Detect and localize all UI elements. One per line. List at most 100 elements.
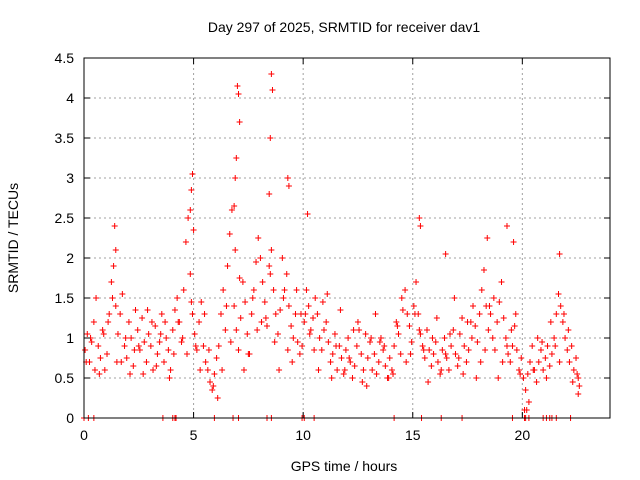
data-point xyxy=(101,367,108,373)
data-point xyxy=(480,267,487,273)
data-point xyxy=(253,259,260,265)
data-point xyxy=(254,327,261,333)
data-point xyxy=(82,347,89,353)
data-point xyxy=(517,371,524,377)
data-point xyxy=(516,367,523,373)
grid-lines xyxy=(84,58,610,418)
data-point xyxy=(325,339,332,345)
data-point xyxy=(350,327,357,333)
data-point xyxy=(394,323,401,329)
data-point xyxy=(167,367,174,373)
data-point xyxy=(559,319,566,325)
data-point xyxy=(533,379,540,385)
data-point xyxy=(434,359,441,365)
data-point xyxy=(368,335,375,341)
data-point xyxy=(227,339,234,345)
data-point xyxy=(503,343,510,349)
data-point xyxy=(569,379,576,385)
data-point xyxy=(371,351,378,357)
data-point xyxy=(512,311,519,317)
data-point xyxy=(474,339,481,345)
data-point xyxy=(156,339,163,345)
data-point xyxy=(231,303,238,309)
data-point xyxy=(537,347,544,353)
data-point xyxy=(111,223,118,229)
data-point xyxy=(123,355,130,361)
data-point xyxy=(342,347,349,353)
data-point xyxy=(271,339,278,345)
data-point xyxy=(193,347,200,353)
data-point xyxy=(266,191,273,197)
data-point xyxy=(437,371,444,377)
data-point xyxy=(213,355,220,361)
data-point xyxy=(148,319,155,325)
data-point xyxy=(347,359,354,365)
data-point xyxy=(281,287,288,293)
data-point xyxy=(200,343,207,349)
x-axis-label: GPS time / hours xyxy=(291,458,398,474)
data-point xyxy=(191,331,198,337)
data-point xyxy=(477,359,484,365)
data-point xyxy=(442,251,449,257)
data-point xyxy=(119,291,126,297)
data-point xyxy=(417,331,424,337)
data-point xyxy=(327,359,334,365)
data-point xyxy=(362,331,369,337)
data-point xyxy=(178,339,185,345)
data-point xyxy=(555,291,562,297)
data-point xyxy=(420,347,427,353)
data-point xyxy=(233,155,240,161)
data-point xyxy=(402,287,409,293)
data-point xyxy=(459,315,466,321)
data-point xyxy=(416,327,423,333)
data-point xyxy=(508,327,515,333)
data-point xyxy=(576,383,583,389)
data-point xyxy=(112,303,119,309)
data-point xyxy=(250,287,257,293)
data-point xyxy=(147,343,154,349)
data-point xyxy=(406,323,413,329)
data-point xyxy=(90,319,97,325)
data-point xyxy=(439,347,446,353)
data-point xyxy=(397,351,404,357)
data-point xyxy=(163,335,170,341)
data-point xyxy=(108,279,115,285)
data-point xyxy=(224,263,231,269)
data-point xyxy=(165,347,172,353)
data-point xyxy=(257,255,264,261)
data-point xyxy=(150,367,157,373)
data-point xyxy=(331,331,338,337)
data-point xyxy=(113,359,120,365)
data-point xyxy=(232,247,239,253)
y-tick-label: 1.5 xyxy=(55,290,75,306)
data-point xyxy=(267,135,274,141)
data-point xyxy=(198,299,205,305)
data-point xyxy=(447,331,454,337)
data-point xyxy=(312,295,319,301)
data-point xyxy=(139,315,146,321)
data-point xyxy=(299,343,306,349)
data-point xyxy=(233,327,240,333)
data-point xyxy=(510,239,517,245)
data-point xyxy=(373,371,380,377)
data-point xyxy=(565,327,572,333)
data-point xyxy=(248,311,255,317)
data-point xyxy=(285,303,292,309)
data-point xyxy=(304,211,311,217)
data-point xyxy=(157,331,164,337)
data-point xyxy=(130,363,137,369)
data-point xyxy=(222,327,229,333)
data-point xyxy=(134,327,141,333)
data-point xyxy=(197,367,204,373)
data-point xyxy=(438,367,445,373)
data-point xyxy=(152,323,159,329)
data-point xyxy=(284,347,291,353)
axis-ticks xyxy=(83,57,610,419)
data-point xyxy=(349,375,356,381)
data-point xyxy=(381,343,388,349)
data-point xyxy=(456,331,463,337)
data-point xyxy=(132,307,139,313)
data-point xyxy=(487,311,494,317)
data-point xyxy=(380,347,387,353)
data-point xyxy=(293,287,300,293)
